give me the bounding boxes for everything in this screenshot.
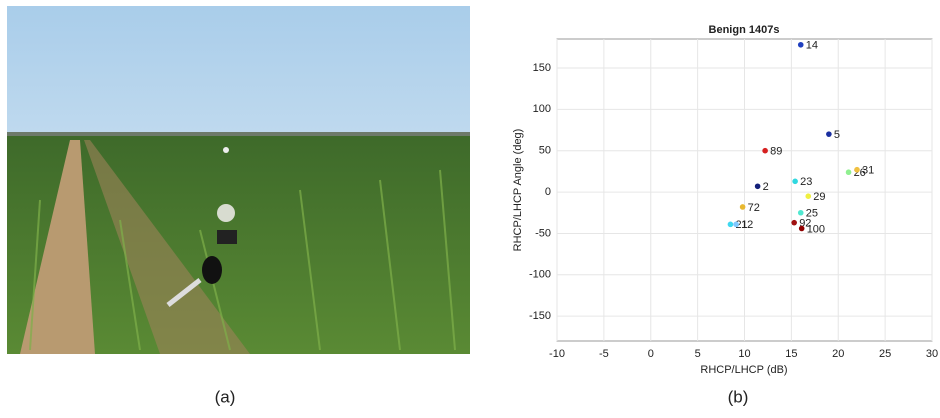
point-label: 29 xyxy=(813,191,825,203)
x-tick-label: 10 xyxy=(738,348,750,360)
x-tick-label: 30 xyxy=(926,348,938,360)
y-tick-label: 150 xyxy=(533,62,551,74)
point xyxy=(733,222,739,228)
point xyxy=(740,204,746,210)
y-tick-label: -150 xyxy=(529,310,551,322)
point-label: 89 xyxy=(770,146,782,158)
y-tick-label: 50 xyxy=(539,145,551,157)
x-tick-label: 25 xyxy=(879,348,891,360)
point-label: 100 xyxy=(807,223,825,235)
x-tick-label: -5 xyxy=(599,348,609,360)
point xyxy=(846,169,852,175)
y-tick-label: 100 xyxy=(533,103,551,115)
point xyxy=(791,220,797,226)
point xyxy=(826,131,832,137)
point xyxy=(798,210,804,216)
point-label: 5 xyxy=(834,129,840,141)
point xyxy=(755,183,761,189)
x-tick-label: 20 xyxy=(832,348,844,360)
point xyxy=(799,226,805,232)
caption: (b) xyxy=(728,387,749,406)
y-tick-label: -100 xyxy=(529,269,551,281)
point-label: 23 xyxy=(800,176,812,188)
x-tick-label: 5 xyxy=(695,348,701,360)
x-tick-label: -10 xyxy=(549,348,565,360)
point xyxy=(805,193,811,199)
x-tick-label: 15 xyxy=(785,348,797,360)
y-axis-label: RHCP/LHCP Angle (deg) xyxy=(512,129,524,252)
point-label: 72 xyxy=(748,202,760,214)
point-label: 31 xyxy=(862,165,874,177)
x-axis-label: RHCP/LHCP (dB) xyxy=(700,364,787,376)
y-tick-label: -50 xyxy=(535,227,551,239)
point xyxy=(728,222,734,228)
field-photo xyxy=(7,6,470,354)
y-tick-label: 0 xyxy=(545,186,551,198)
figure: Benign 1407s RHCP/LHCP (dB) RHCP/LHCP An… xyxy=(0,0,940,413)
point-label: 2 xyxy=(763,181,769,193)
point xyxy=(792,179,798,185)
chart-title: Benign 1407s xyxy=(709,24,780,36)
point xyxy=(762,148,768,154)
point xyxy=(854,167,860,173)
point-label: 12 xyxy=(741,219,753,231)
point xyxy=(798,42,804,48)
x-tick-label: 0 xyxy=(648,348,654,360)
point-label: 14 xyxy=(806,40,818,52)
caption: (a) xyxy=(215,387,236,406)
